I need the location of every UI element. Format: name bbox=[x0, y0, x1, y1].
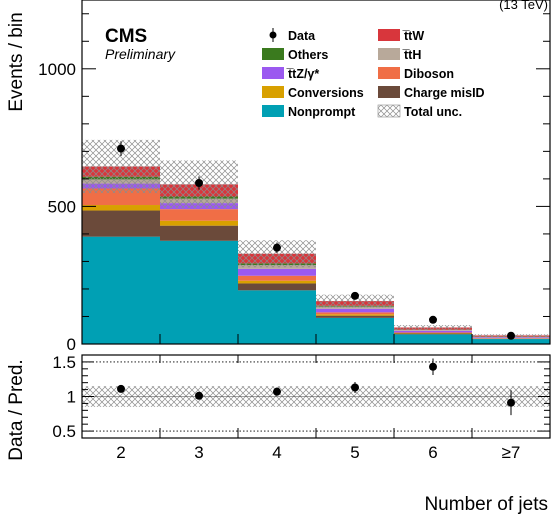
bar-segment bbox=[160, 209, 238, 221]
preliminary-label: Preliminary bbox=[105, 46, 176, 62]
cms-label: CMS bbox=[105, 26, 147, 47]
bar-segment bbox=[394, 332, 472, 334]
x-tick-label: 4 bbox=[272, 443, 281, 462]
ratio-y-axis-title: Data / Pred. bbox=[6, 359, 27, 460]
legend-swatch-unc bbox=[377, 104, 401, 118]
bar-segment bbox=[394, 333, 472, 335]
ratio-point bbox=[429, 362, 437, 371]
data-point bbox=[195, 179, 203, 188]
x-tick-label: 5 bbox=[350, 443, 359, 462]
bar-segment bbox=[238, 268, 316, 276]
ratio-point bbox=[507, 398, 515, 407]
legend-label: Charge misID bbox=[404, 86, 485, 100]
bar-segment bbox=[394, 334, 472, 344]
bar-segment bbox=[394, 329, 472, 331]
data-point bbox=[117, 144, 125, 153]
legend-swatch bbox=[262, 86, 284, 98]
y-tick-label: 1000 bbox=[38, 60, 76, 79]
bar-segment bbox=[316, 312, 394, 315]
data-point bbox=[507, 331, 515, 340]
ratio-point bbox=[273, 387, 281, 396]
legend-label: Others bbox=[288, 48, 328, 62]
x-tick-label: 6 bbox=[428, 443, 437, 462]
bar-segment bbox=[472, 339, 550, 344]
bar-segment bbox=[238, 280, 316, 284]
bar-segment bbox=[238, 283, 316, 291]
data-point bbox=[429, 315, 437, 324]
bar-segment bbox=[316, 315, 394, 318]
legend-swatch bbox=[262, 105, 284, 117]
uncertainty-band bbox=[316, 294, 394, 308]
legend-label: t̅tZ/γ* bbox=[286, 67, 319, 81]
legend: Data Others t̅tZ/γ* Conversions Nonprompt t̅t… bbox=[262, 28, 485, 119]
y-tick-label: 0 bbox=[67, 335, 76, 354]
bar-segment bbox=[394, 332, 472, 333]
legend-label: t̅tW bbox=[402, 29, 424, 43]
ratio-point bbox=[351, 383, 359, 392]
legend-marker-data-point bbox=[269, 31, 277, 39]
x-tick-label: 3 bbox=[194, 443, 203, 462]
legend-label: Data bbox=[288, 29, 316, 43]
bar-segment bbox=[316, 306, 394, 309]
legend-label: Conversions bbox=[288, 86, 364, 100]
bar-segment bbox=[238, 290, 316, 344]
bar-segment bbox=[160, 220, 238, 226]
bar-segment bbox=[82, 236, 160, 344]
bar-segment bbox=[160, 225, 238, 241]
bar-segment bbox=[394, 330, 472, 333]
x-tick-label: 2 bbox=[116, 443, 125, 462]
legend-swatch bbox=[378, 29, 400, 41]
legend-label: Total unc. bbox=[404, 105, 462, 119]
ratio-point bbox=[195, 391, 203, 400]
y-axis-title: Events / bin bbox=[6, 12, 27, 111]
uncertainty-band bbox=[394, 325, 472, 330]
data-point bbox=[351, 291, 359, 300]
bar-segment bbox=[82, 210, 160, 237]
bar-segment bbox=[238, 275, 316, 281]
ratio-point bbox=[117, 384, 125, 393]
ratio-y-tick-label: 1 bbox=[67, 388, 76, 407]
legend-swatch bbox=[378, 86, 400, 98]
bar-segment bbox=[160, 240, 238, 344]
data-points bbox=[117, 141, 515, 340]
x-tick-label: ≥7 bbox=[502, 443, 521, 462]
ratio-y-tick-label: 1.5 bbox=[52, 353, 76, 372]
legend-label: t̅tH bbox=[402, 48, 421, 62]
ratio-y-tick-label: 0.5 bbox=[52, 422, 76, 441]
x-axis-title: Number of jets bbox=[424, 494, 548, 515]
bar-segment bbox=[316, 308, 394, 313]
legend-swatch bbox=[378, 48, 400, 60]
legend-swatch bbox=[262, 48, 284, 60]
bar-segment bbox=[82, 205, 160, 211]
ratio-panel bbox=[82, 358, 550, 432]
bar-segment bbox=[316, 314, 394, 316]
data-point bbox=[273, 243, 281, 252]
axes: 0 500 1000 0.5 1 1.5 2 3 4 5 6 ≥7 bbox=[38, 0, 551, 462]
bar-segment bbox=[316, 317, 394, 344]
y-tick-label: 500 bbox=[48, 197, 76, 216]
legend-swatch bbox=[378, 67, 400, 79]
legend-label: Nonprompt bbox=[288, 105, 356, 119]
corner-text: (13 TeV) bbox=[499, 0, 548, 12]
legend-swatch bbox=[262, 67, 284, 79]
legend-label: Diboson bbox=[404, 67, 454, 81]
